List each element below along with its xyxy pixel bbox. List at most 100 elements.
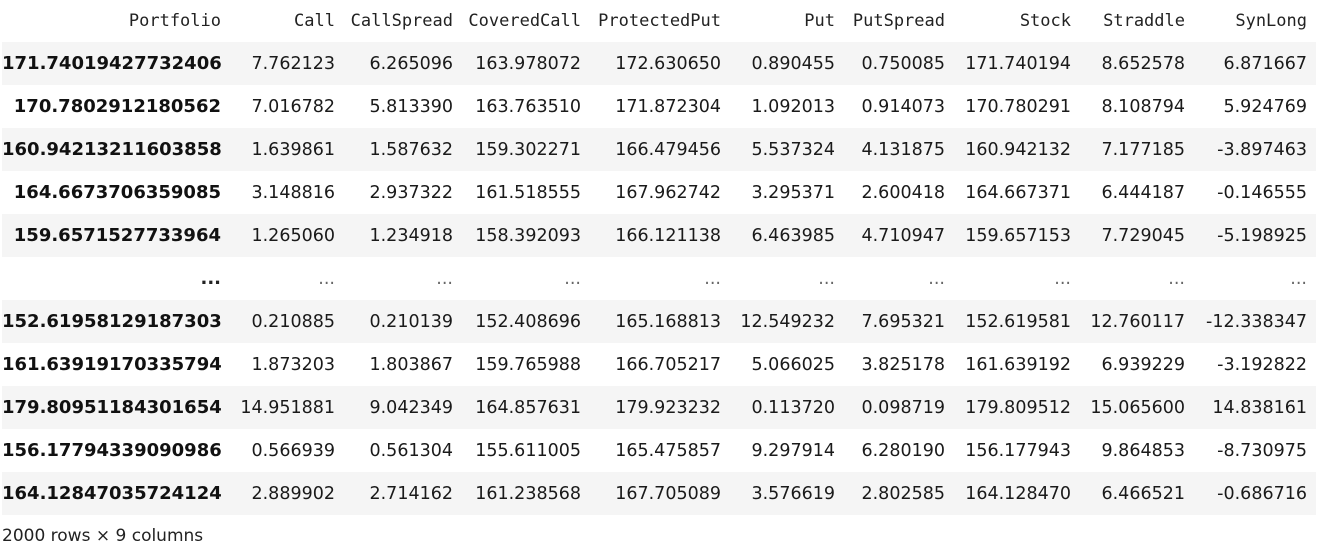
table-cell: 171.872304 xyxy=(615,96,721,117)
table-cell: 6.280190 xyxy=(861,440,945,461)
table-cell: 9.042349 xyxy=(369,397,453,418)
table-cell: 8.652578 xyxy=(1101,53,1185,74)
table-cell: 1.639861 xyxy=(251,139,335,160)
table-cell: 152.619581 xyxy=(965,311,1071,332)
table-cell: -3.192822 xyxy=(1217,354,1307,375)
table-cell: ... xyxy=(928,268,945,289)
table-cell: 165.168813 xyxy=(615,311,721,332)
table-cell: 0.914073 xyxy=(861,96,945,117)
table-cell: 14.838161 xyxy=(1212,397,1307,418)
table-cell: 165.475857 xyxy=(615,440,721,461)
table-cell: 159.657153 xyxy=(965,225,1071,246)
table-cell: 7.016782 xyxy=(251,96,335,117)
table-row: 156.17794339090986 0.566939 0.561304 155.61… xyxy=(2,429,1316,472)
table-cell: 164.128470 xyxy=(965,483,1071,504)
table-cell: ... xyxy=(564,268,581,289)
table-cell: 2.802585 xyxy=(861,483,945,504)
table-cell: 1.092013 xyxy=(751,96,835,117)
table-row: 171.74019427732406 7.762123 6.265096 163.97… xyxy=(2,42,1316,85)
table-cell: 163.763510 xyxy=(475,96,581,117)
table-cell: 167.705089 xyxy=(615,483,721,504)
table-cell: -0.146555 xyxy=(1217,182,1307,203)
dataframe-table: Portfolio Call CallSpread CoveredCall Pr… xyxy=(2,0,1316,515)
table-cell: 3.148816 xyxy=(251,182,335,203)
table-cell: 7.729045 xyxy=(1101,225,1185,246)
table-cell: 166.121138 xyxy=(615,225,721,246)
table-cell: 0.210885 xyxy=(251,311,335,332)
table-cell: 12.760117 xyxy=(1090,311,1185,332)
table-cell: 152.408696 xyxy=(475,311,581,332)
table-cell: 5.813390 xyxy=(369,96,453,117)
table-cell: 1.265060 xyxy=(251,225,335,246)
table-cell: 7.695321 xyxy=(861,311,945,332)
column-header: Straddle xyxy=(1103,11,1185,31)
table-cell: 0.210139 xyxy=(369,311,453,332)
index-header: Portfolio xyxy=(128,11,221,31)
table-cell: 4.131875 xyxy=(861,139,945,160)
table-cell: 179.809512 xyxy=(965,397,1071,418)
table-cell: ... xyxy=(436,268,453,289)
table-cell: 9.297914 xyxy=(751,440,835,461)
table-row: 179.80951184301654 14.951881 9.042349 164.8… xyxy=(2,386,1316,429)
header-row: Portfolio Call CallSpread CoveredCall Pr… xyxy=(2,0,1316,42)
table-cell: 6.265096 xyxy=(369,53,453,74)
table-cell: 166.479456 xyxy=(615,139,721,160)
table-cell: 159.302271 xyxy=(475,139,581,160)
table-cell: 170.780291 xyxy=(965,96,1071,117)
table-cell: 6.939229 xyxy=(1101,354,1185,375)
table-cell: ... xyxy=(1168,268,1185,289)
table-cell: 167.962742 xyxy=(615,182,721,203)
table-cell: 1.234918 xyxy=(369,225,453,246)
column-header: PutSpread xyxy=(852,11,945,31)
table-cell: ... xyxy=(318,268,335,289)
table-cell: 171.740194 xyxy=(965,53,1071,74)
column-header: CoveredCall xyxy=(468,11,581,31)
table-cell: 163.978072 xyxy=(475,53,581,74)
column-header: Call xyxy=(294,11,335,31)
table-row: 164.12847035724124 2.889902 2.714162 161.23… xyxy=(2,472,1316,515)
table-cell: 161.518555 xyxy=(475,182,581,203)
table-cell: 15.065600 xyxy=(1090,397,1185,418)
row-index: 156.17794339090986 xyxy=(2,440,222,461)
table-cell: 6.871667 xyxy=(1223,53,1307,74)
table-cell: 161.238568 xyxy=(475,483,581,504)
table-cell: 158.392093 xyxy=(475,225,581,246)
row-index: ... xyxy=(200,268,221,289)
table-cell: -0.686716 xyxy=(1217,483,1307,504)
column-header: Put xyxy=(804,11,835,31)
table-cell: 6.466521 xyxy=(1101,483,1185,504)
table-body: 171.74019427732406 7.762123 6.265096 163.97… xyxy=(2,42,1316,515)
table-cell: 1.873203 xyxy=(251,354,335,375)
table-cell: 0.750085 xyxy=(861,53,945,74)
table-cell: -12.338347 xyxy=(1206,311,1307,332)
table-cell: 0.113720 xyxy=(751,397,835,418)
table-cell: ... xyxy=(704,268,721,289)
table-row: 159.6571527733964 1.265060 1.234918 158.392… xyxy=(2,214,1316,257)
table-row: 152.61958129187303 0.210885 0.210139 152.40… xyxy=(2,300,1316,343)
row-index: 152.61958129187303 xyxy=(2,311,222,332)
table-cell: 5.066025 xyxy=(751,354,835,375)
table-cell: 159.765988 xyxy=(475,354,581,375)
table-cell: 156.177943 xyxy=(965,440,1071,461)
row-index: 159.6571527733964 xyxy=(13,225,221,246)
row-index: 164.12847035724124 xyxy=(2,483,222,504)
table-cell: 161.639192 xyxy=(965,354,1071,375)
table-cell: 14.951881 xyxy=(240,397,335,418)
table-cell: 8.108794 xyxy=(1101,96,1185,117)
table-cell: 6.444187 xyxy=(1101,182,1185,203)
table-row: 160.94213211603858 1.639861 1.587632 159.30… xyxy=(2,128,1316,171)
table-cell: 0.890455 xyxy=(751,53,835,74)
column-header: Stock xyxy=(1019,11,1071,31)
table-cell: ... xyxy=(1054,268,1071,289)
table-cell: 1.587632 xyxy=(369,139,453,160)
row-index: 161.63919170335794 xyxy=(2,354,222,375)
table-cell: -8.730975 xyxy=(1217,440,1307,461)
table-cell: 6.463985 xyxy=(751,225,835,246)
table-cell: 155.611005 xyxy=(475,440,581,461)
row-index: 171.74019427732406 xyxy=(2,53,222,74)
table-cell: 160.942132 xyxy=(965,139,1071,160)
table-cell: 164.667371 xyxy=(965,182,1071,203)
table-cell: 2.937322 xyxy=(369,182,453,203)
column-header: ProtectedPut xyxy=(598,11,721,31)
